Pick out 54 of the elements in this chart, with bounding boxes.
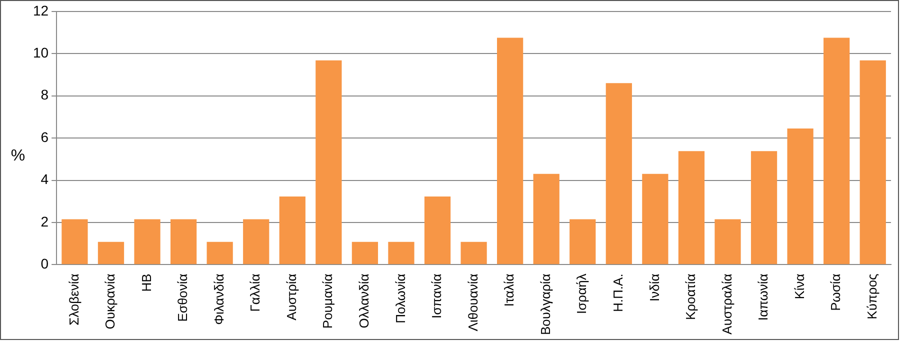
y-axis-title: % — [10, 147, 26, 164]
x-tick-label: Κύπρος — [864, 274, 880, 320]
bar — [533, 174, 560, 264]
x-tick-label: Αυστρία — [284, 273, 299, 320]
bar — [352, 242, 378, 264]
y-tick-label: 10 — [32, 44, 49, 60]
bar — [206, 242, 233, 264]
y-tick-label: 6 — [40, 128, 49, 145]
bar — [134, 219, 160, 264]
bar — [424, 196, 451, 264]
x-tick-label: Ουκρανία — [102, 273, 118, 330]
x-tick-label: Αυστραλία — [719, 273, 734, 334]
y-tick-label: 4 — [40, 171, 49, 188]
bar — [279, 196, 306, 264]
bar — [170, 219, 197, 264]
x-tick-label: Κροατία — [683, 273, 698, 320]
bar — [642, 174, 668, 264]
bar — [606, 83, 632, 264]
x-tick-label: Γαλλία — [248, 273, 263, 312]
x-tick-label: Ιαπωνία — [756, 273, 771, 321]
bar — [388, 242, 414, 264]
bar — [98, 242, 124, 264]
x-tick-label: Ολλανδία — [356, 273, 372, 328]
y-tick-label: 8 — [40, 86, 49, 103]
y-tick-label: 2 — [40, 213, 49, 230]
bar — [497, 38, 524, 264]
x-tick-label: Η.Π.Α. — [610, 274, 626, 312]
bar — [460, 242, 487, 264]
x-tick-label: Ρωσία — [828, 273, 844, 311]
bar — [570, 219, 596, 264]
x-tick-label: Ισπανία — [429, 273, 444, 319]
bar — [678, 151, 705, 264]
x-tick-label: Ινδία — [646, 273, 662, 302]
x-tick-label: Φιλανδία — [211, 273, 226, 325]
x-tick-label: Πολωνία — [392, 273, 408, 324]
bar — [62, 219, 88, 264]
bar — [750, 151, 778, 264]
x-tick-label: Ρουμανία — [320, 273, 336, 329]
x-tick-label: Κίνα — [792, 273, 807, 300]
x-tick-label: Ιταλία — [502, 273, 517, 307]
bar — [714, 219, 741, 264]
bar — [243, 219, 270, 264]
bar — [824, 38, 850, 264]
y-tick-label: 12 — [32, 2, 49, 18]
bar — [316, 60, 342, 264]
x-tick-label: Σλοβενία — [66, 273, 82, 326]
bar — [787, 128, 814, 264]
x-tick-label: Λιθουανία — [465, 273, 480, 332]
x-tick-label: Ισραήλ — [574, 273, 590, 314]
y-tick-label: 0 — [40, 256, 49, 272]
x-tick-label: Εσθονία — [175, 273, 190, 322]
bar — [860, 60, 886, 264]
x-tick-label: ΗΒ — [138, 274, 154, 292]
x-tick-label: Βουλγαρία — [538, 273, 553, 336]
